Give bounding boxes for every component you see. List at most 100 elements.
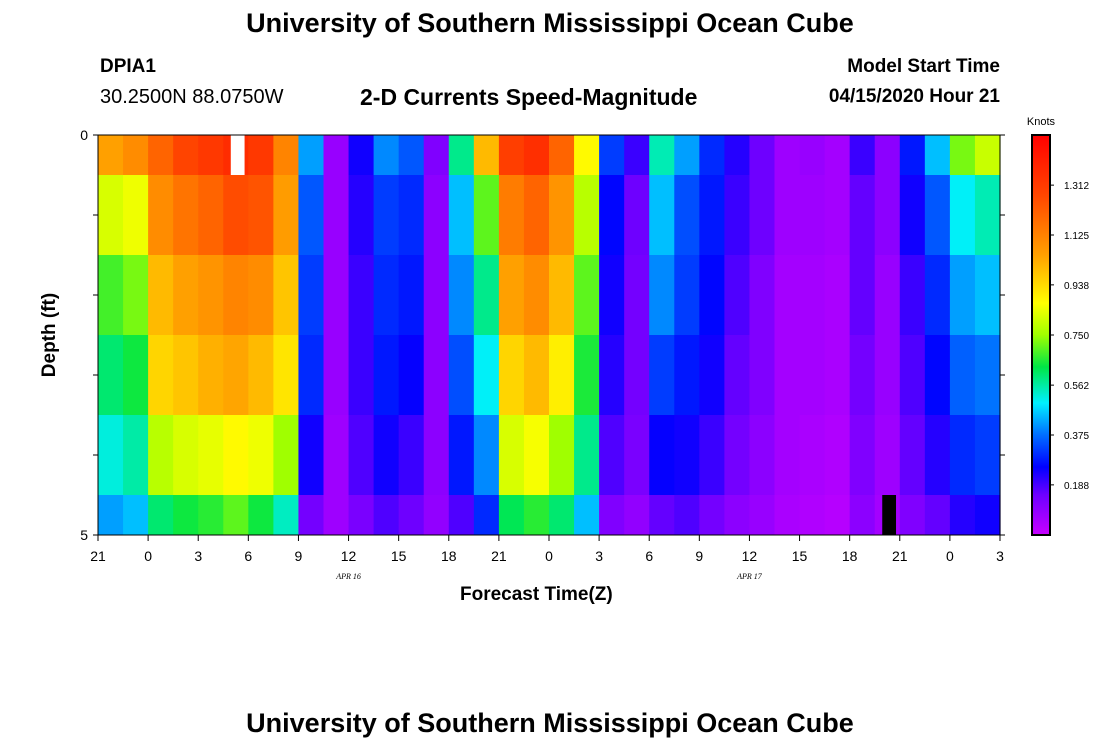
heatmap-cell: [899, 335, 926, 415]
heatmap-cell: [849, 415, 876, 495]
heatmap-cell: [924, 335, 951, 415]
heatmap-cell: [724, 495, 751, 535]
heatmap-cell: [574, 175, 600, 255]
heatmap-cell: [373, 135, 400, 175]
heatmap-cell: [123, 495, 149, 535]
x-tick-label: 15: [792, 548, 808, 564]
heatmap-cell: [849, 495, 876, 535]
heatmap-cell: [824, 415, 851, 495]
heatmap-cell: [173, 335, 199, 415]
heatmap-cell: [98, 495, 124, 535]
heatmap-cell: [949, 255, 976, 335]
x-tick-label: 18: [842, 548, 858, 564]
heatmap-cell: [198, 175, 224, 255]
x-tick-label: 18: [441, 548, 457, 564]
heatmap-cell: [924, 255, 951, 335]
x-tick-label: 6: [244, 548, 252, 564]
colorbar-label: Knots: [1027, 116, 1056, 128]
heatmap-cell: [549, 495, 575, 535]
heatmap-cell: [98, 335, 124, 415]
heatmap-cell: [348, 175, 375, 255]
heatmap-cell: [523, 255, 550, 335]
page-title: University of Southern Mississippi Ocean…: [246, 8, 854, 38]
heatmap-cell: [498, 335, 525, 415]
heatmap-cell: [298, 495, 325, 535]
heatmap-cell: [348, 335, 375, 415]
heatmap-cell: [323, 255, 350, 335]
heatmap-cell: [599, 255, 625, 335]
heatmap-cell: [298, 415, 325, 495]
y-tick-label: 5: [80, 527, 88, 543]
heatmap-cell: [724, 415, 751, 495]
heatmap-cell: [373, 335, 400, 415]
heatmap-cell: [799, 175, 826, 255]
x-tick-label: 0: [946, 548, 954, 564]
heatmap-cell: [874, 175, 901, 255]
heatmap-cell: [824, 175, 851, 255]
heatmap-cell: [974, 495, 1001, 535]
colorbar-tick-label: 0.750: [1064, 331, 1089, 342]
heatmap-cell: [498, 255, 525, 335]
station-coordinates: 30.2500N 88.0750W: [100, 86, 284, 108]
x-tick-label: 21: [491, 548, 507, 564]
heatmap-cell: [874, 415, 901, 495]
station-id: DPIA1: [100, 56, 156, 77]
heatmap-cell: [599, 335, 625, 415]
heatmap-cell: [674, 135, 700, 175]
heatmap-cell: [949, 335, 976, 415]
heatmap-cell: [649, 175, 675, 255]
x-tick-label: 6: [645, 548, 653, 564]
heatmap-cell: [423, 255, 450, 335]
x-tick-label: 12: [341, 548, 357, 564]
heatmap-cell: [574, 335, 600, 415]
heatmap-cell: [824, 255, 851, 335]
heatmap-cell: [574, 255, 600, 335]
heatmap-cell: [824, 335, 851, 415]
heatmap-cell: [924, 135, 951, 175]
x-axis-label: Forecast Time(Z): [460, 584, 613, 605]
x-tick-label: 0: [144, 548, 152, 564]
heatmap-cell: [273, 135, 300, 175]
heatmap-cell: [574, 135, 600, 175]
heatmap-cell: [173, 175, 199, 255]
heatmap-cell: [223, 415, 249, 495]
heatmap-cell: [649, 335, 675, 415]
heatmap-cell: [448, 255, 475, 335]
heatmap-cell: [348, 495, 375, 535]
heatmap-cell: [273, 335, 300, 415]
heatmap-cell: [398, 135, 425, 175]
date-label: APR 16: [335, 572, 361, 581]
heatmap-cell: [599, 415, 625, 495]
heatmap-cell: [774, 135, 801, 175]
colorbar-tick-label: 0.188: [1064, 481, 1089, 492]
heatmap-cell: [373, 175, 400, 255]
heatmap-cell: [674, 415, 700, 495]
heatmap-cell: [473, 495, 500, 535]
colorbar: Knots 1.312 1.125 0.938 0.750 0.562 0.375 0.188: [1027, 116, 1089, 536]
heatmap-cell: [398, 175, 425, 255]
heatmap-cell: [699, 135, 725, 175]
heatmap-cell: [273, 255, 300, 335]
heatmap-cell: [498, 135, 525, 175]
heatmap-cell: [699, 255, 725, 335]
x-tick-label: 15: [391, 548, 407, 564]
y-tick-label: 0: [80, 127, 88, 143]
heatmap-cell: [498, 495, 525, 535]
heatmap-cell: [273, 415, 300, 495]
heatmap-cell: [974, 415, 1001, 495]
heatmap-cell: [924, 415, 951, 495]
heatmap-cell: [749, 335, 776, 415]
heatmap-cell: [774, 255, 801, 335]
heatmap-cell: [749, 495, 776, 535]
heatmap-cell: [549, 335, 575, 415]
model-start-label: Model Start Time: [847, 56, 1000, 77]
heatmap-cell: [649, 135, 675, 175]
heatmap-cell: [699, 415, 725, 495]
heatmap-cell: [323, 175, 350, 255]
heatmap-cell: [198, 135, 224, 175]
heatmap-cell: [674, 255, 700, 335]
heatmap-cell: [874, 255, 901, 335]
heatmap-cell: [298, 135, 325, 175]
x-tick-label: 9: [695, 548, 703, 564]
